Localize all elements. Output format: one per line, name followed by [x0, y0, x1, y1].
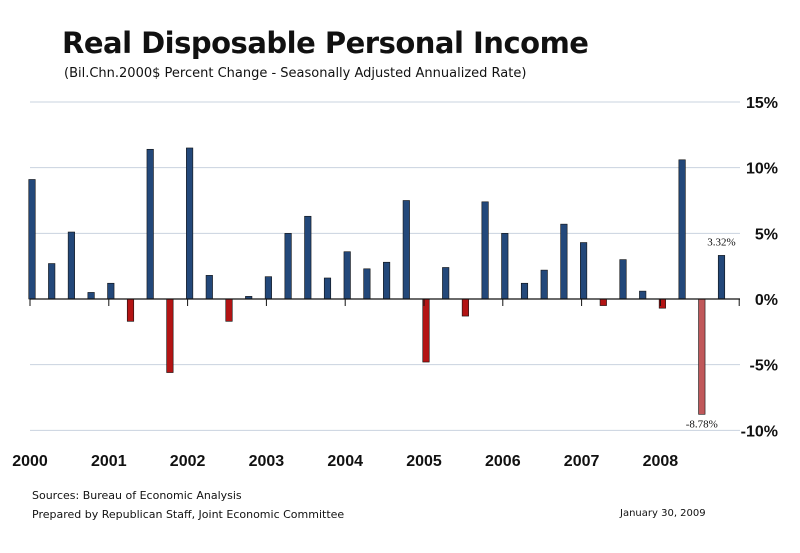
bar: [560, 223, 568, 300]
bar: [225, 298, 233, 322]
x-tick-label: 2008: [643, 453, 679, 470]
data-label: -8.78%: [686, 418, 718, 430]
bar: [678, 159, 686, 300]
x-tick-label: 2001: [91, 453, 127, 470]
y-tick-label: 10%: [746, 161, 778, 178]
bar: [186, 147, 194, 300]
x-tick-label: 2005: [406, 453, 442, 470]
bar: [422, 298, 430, 363]
bar: [284, 233, 292, 300]
bar: [87, 292, 95, 300]
x-tick-label: 2002: [170, 453, 206, 470]
y-tick-label: -5%: [750, 358, 778, 375]
bar: [717, 255, 726, 300]
bar: [481, 201, 489, 300]
bar: [146, 148, 154, 300]
bar: [363, 268, 371, 300]
bar: [402, 200, 410, 300]
bar: [107, 282, 115, 300]
bar: [166, 298, 174, 373]
bar: [461, 298, 469, 317]
sources-note: Sources: Bureau of Economic Analysis: [32, 489, 242, 502]
bar: [28, 179, 36, 300]
y-tick-label: 0%: [755, 292, 778, 309]
bar: [48, 263, 56, 300]
chart-title: Real Disposable Personal Income: [62, 26, 589, 60]
x-tick-label: 2006: [485, 453, 521, 470]
date-note: January 30, 2009: [620, 508, 706, 519]
bar: [126, 298, 135, 322]
chart-subtitle: (Bil.Chn.2000$ Percent Change - Seasonal…: [64, 66, 527, 81]
bar: [501, 233, 509, 300]
bar: [383, 261, 391, 300]
bar: [698, 298, 706, 415]
x-tick-label: 2007: [564, 453, 600, 470]
x-tick-label: 2003: [249, 453, 285, 470]
bar: [540, 269, 548, 300]
bar: [205, 275, 213, 300]
y-tick-label: 5%: [755, 226, 778, 243]
bar: [264, 276, 272, 300]
y-tick-label: 15%: [746, 95, 778, 112]
bar: [619, 259, 627, 300]
bar: [343, 251, 351, 300]
bar: [639, 290, 647, 300]
bar: [599, 298, 607, 306]
bar: [442, 267, 450, 300]
x-tick-label: 2000: [12, 453, 48, 470]
y-tick-label: -10%: [741, 423, 778, 440]
bar: [67, 231, 75, 300]
bar: [304, 215, 312, 300]
bar: [580, 242, 588, 300]
bar: [520, 282, 529, 300]
bar: [323, 277, 332, 300]
prepared-by-note: Prepared by Republican Staff, Joint Econ…: [32, 508, 345, 521]
x-tick-label: 2004: [327, 453, 363, 470]
data-label: 3.32%: [707, 236, 735, 248]
